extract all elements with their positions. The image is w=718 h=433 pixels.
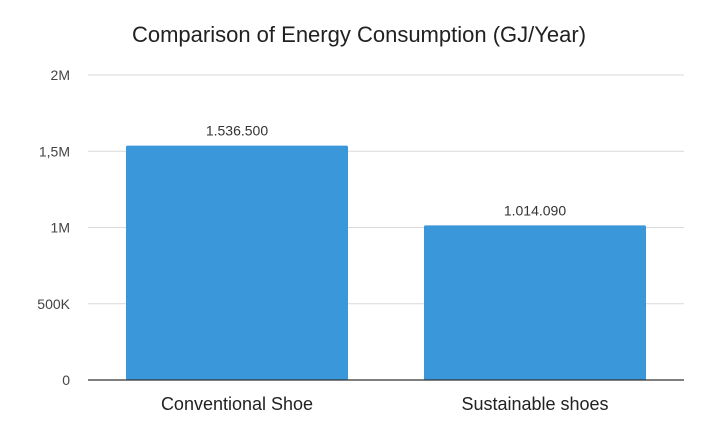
y-axis-tick-labels: 0 500K 1M 1,5M 2M (37, 67, 70, 388)
y-tick-label: 2M (51, 67, 70, 83)
x-axis-category-labels: Conventional Shoe Sustainable shoes (161, 394, 609, 414)
data-label: 1.536.500 (206, 123, 268, 139)
y-tick-label: 0 (62, 372, 70, 388)
y-tick-label: 1,5M (39, 143, 70, 159)
bars (125, 145, 647, 380)
data-label: 1.014.090 (504, 202, 566, 218)
data-labels: 1.536.500 1.014.090 (206, 123, 566, 219)
chart-title: Comparison of Energy Consumption (GJ/Yea… (132, 22, 586, 47)
y-tick-label: 500K (37, 296, 70, 312)
y-tick-label: 1M (51, 220, 70, 236)
x-category-label: Conventional Shoe (161, 394, 313, 414)
x-category-label: Sustainable shoes (461, 394, 608, 414)
bar-conventional-shoe (125, 145, 349, 380)
bar-sustainable-shoes (423, 225, 647, 380)
